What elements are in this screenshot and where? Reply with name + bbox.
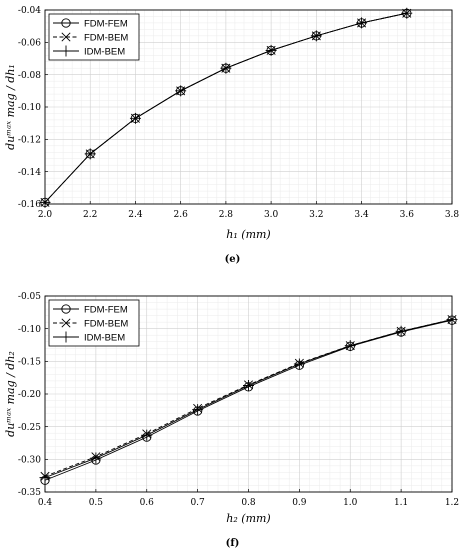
plot-frame — [44, 9, 453, 205]
x-tick-label: 0.5 — [89, 498, 104, 508]
y-tick-label: -0.08 — [18, 71, 41, 81]
data-point-idm-bem — [84, 148, 96, 160]
y-tick-label: -0.15 — [18, 358, 41, 368]
legend-label-fdm-bem: FDM-BEM — [84, 318, 128, 329]
legend: FDM-FEM FDM-BEM IDM-BEM — [48, 13, 140, 61]
data-point-idm-bem — [141, 429, 153, 441]
panel-label: (e) — [225, 254, 241, 265]
y-tick-label: -0.16 — [18, 200, 41, 210]
x-tick-labels: 0.4 0.5 0.6 0.7 0.8 0.9 1.0 1.1 1.2 — [38, 498, 459, 508]
x-tick-label: 2.6 — [174, 210, 189, 220]
x-tick-label: 0.8 — [241, 498, 256, 508]
x-tick-label: 0.9 — [292, 498, 307, 508]
x-tick-label: 2.2 — [83, 210, 97, 220]
x-tick-label: 1.0 — [343, 498, 358, 508]
data-point-idm-bem — [220, 62, 232, 74]
y-tick-label: -0.06 — [18, 39, 41, 49]
x-tick-label: 0.4 — [38, 498, 53, 508]
chart-panel-f: 0.4 0.5 0.6 0.7 0.8 0.9 1.0 1.1 1.2 -0.35-0.30-0… — [4, 292, 459, 549]
legend-marker-idm-bem — [60, 331, 72, 343]
legend-marker-fdm-bem — [61, 318, 71, 328]
series-layer — [39, 7, 413, 208]
x-tick-label: 2.0 — [38, 210, 53, 220]
legend-label-fdm-bem: FDM-BEM — [84, 32, 128, 43]
y-tick-labels: -0.35 -0.30 -0.25 -0.20 -0.15 -0.10 -0.05 — [18, 292, 41, 498]
y-tick-label: -0.12 — [18, 136, 41, 146]
legend-marker-fdm-fem — [61, 304, 71, 314]
y-axis-label: duᵐᵃˣ mag / dh₂ — [4, 351, 17, 437]
data-point-idm-bem — [129, 112, 141, 124]
x-tick-label: 0.7 — [190, 498, 205, 508]
x-tick-label: 3.8 — [445, 210, 459, 220]
x-tick-label: 3.4 — [354, 210, 369, 220]
y-tick-label: -0.30 — [18, 456, 41, 466]
panel-label: (f) — [226, 538, 240, 549]
x-tick-label: 3.6 — [400, 210, 415, 220]
legend-label-fdm-fem: FDM-FEM — [84, 304, 128, 315]
data-point-idm-bem — [90, 452, 102, 464]
legend-marker-fdm-fem — [61, 18, 71, 28]
y-axis-label: duᵐᵃˣ mag / dh₁ — [4, 64, 17, 150]
x-tick-label: 3.2 — [309, 210, 323, 220]
data-point-idm-bem — [192, 404, 204, 416]
data-point-idm-bem — [344, 340, 356, 352]
data-point-idm-bem — [175, 85, 187, 97]
y-tick-labels: -0.16 -0.14 -0.12 -0.10 -0.08 -0.06 -0.04 — [18, 6, 41, 210]
y-tick-label: -0.35 — [18, 488, 41, 498]
y-tick-label: -0.05 — [18, 292, 41, 302]
x-tick-label: 1.2 — [445, 498, 459, 508]
x-tick-label: 2.4 — [128, 210, 143, 220]
y-tick-label: -0.04 — [18, 6, 41, 16]
x-tick-label: 0.6 — [140, 498, 155, 508]
plot-frame — [44, 295, 453, 493]
y-tick-label: -0.20 — [18, 390, 41, 400]
y-tick-label: -0.10 — [18, 325, 41, 335]
x-tick-label: 3.0 — [264, 210, 279, 220]
legend: FDM-FEM FDM-BEM IDM-BEM — [48, 299, 140, 347]
x-tick-label: 1.1 — [394, 498, 408, 508]
data-point-idm-bem — [395, 325, 407, 337]
x-tick-label: 2.8 — [219, 210, 234, 220]
x-axis-label: h₁ (mm) — [226, 228, 270, 241]
y-tick-label: -0.25 — [18, 423, 41, 433]
x-tick-labels: 2.0 2.2 2.4 2.6 2.8 3.0 3.2 3.4 3.6 3.8 — [38, 210, 459, 220]
data-point-idm-bem — [293, 358, 305, 370]
data-point-idm-bem — [265, 44, 277, 56]
data-point-idm-bem — [243, 380, 254, 392]
y-tick-label: -0.14 — [18, 168, 41, 178]
x-axis-label: h₂ (mm) — [226, 512, 270, 525]
chart-panel-e: 2.0 2.2 2.4 2.6 2.8 3.0 3.2 3.4 3.6 3.8 -0.16-0.1… — [4, 6, 459, 265]
legend-label-idm-bem: IDM-BEM — [84, 332, 125, 343]
y-tick-label: -0.10 — [18, 103, 41, 113]
legend-marker-fdm-bem — [61, 32, 71, 42]
legend-box — [48, 299, 140, 347]
legend-label-fdm-fem: FDM-FEM — [84, 18, 128, 29]
data-point-idm-bem — [356, 17, 368, 29]
data-point-idm-bem — [310, 30, 322, 42]
legend-box — [48, 13, 140, 61]
legend-marker-idm-bem — [60, 45, 72, 57]
legend-label-idm-bem: IDM-BEM — [84, 46, 125, 57]
